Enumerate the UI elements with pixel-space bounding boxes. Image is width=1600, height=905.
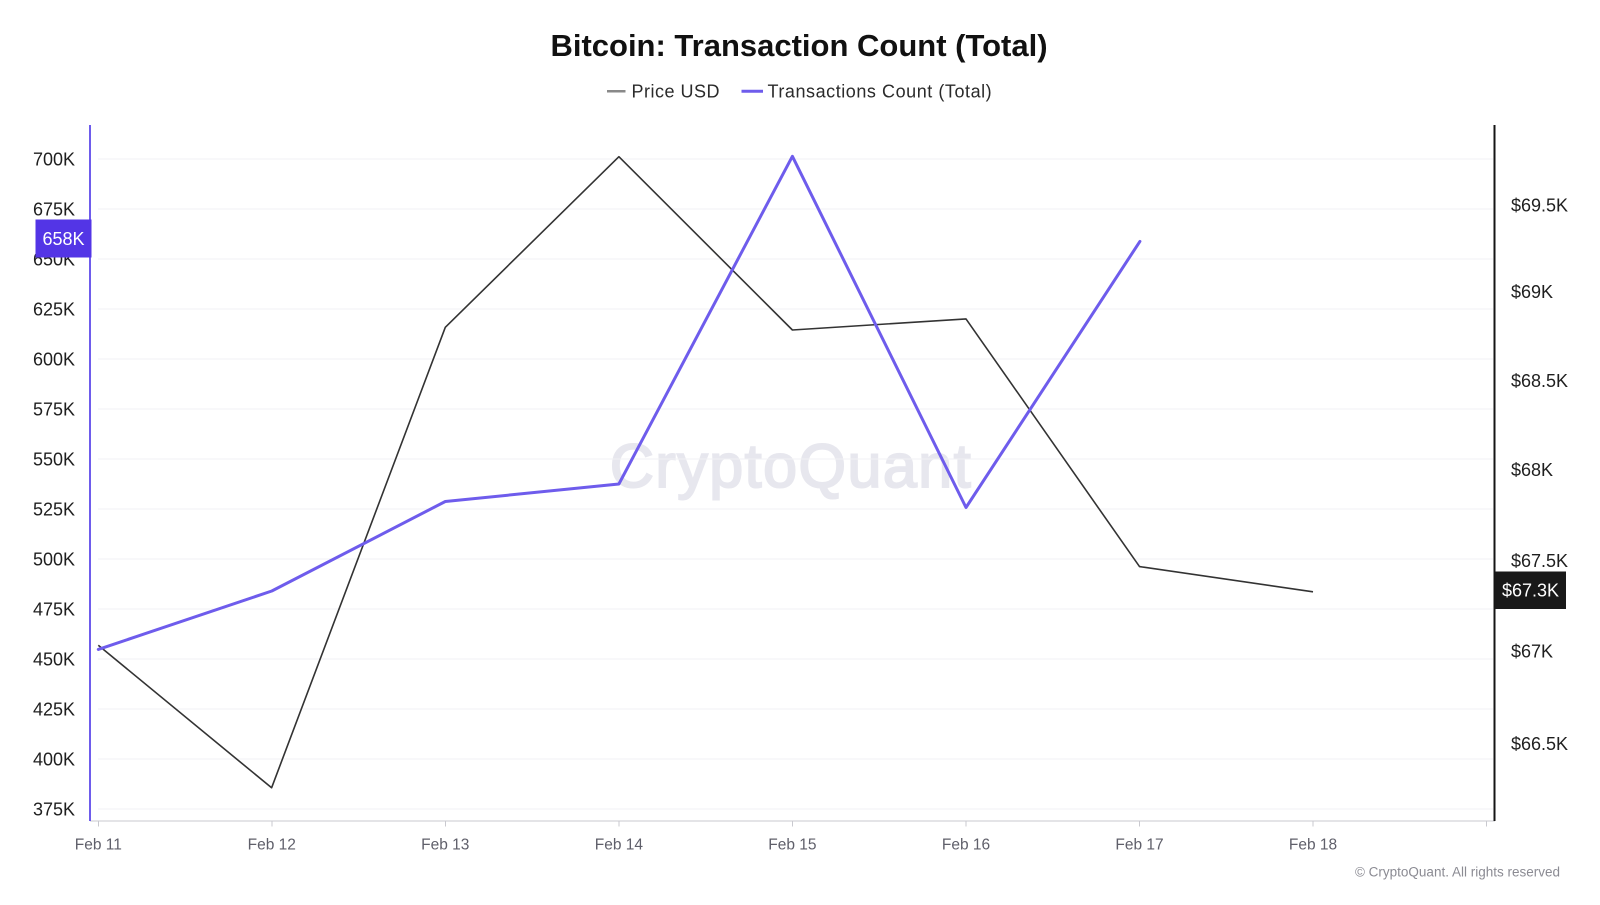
svg-text:Feb 16: Feb 16 [942, 837, 990, 854]
svg-text:$66.5K: $66.5K [1511, 734, 1568, 754]
svg-text:$67.5K: $67.5K [1511, 551, 1568, 571]
svg-text:625K: 625K [33, 299, 75, 319]
svg-text:Feb 14: Feb 14 [595, 837, 644, 854]
svg-text:Feb 11: Feb 11 [75, 837, 122, 854]
svg-text:Bitcoin: Transaction Count (To: Bitcoin: Transaction Count (Total) [550, 28, 1047, 63]
svg-text:500K: 500K [33, 549, 75, 569]
svg-text:© CryptoQuant. All rights rese: © CryptoQuant. All rights reserved [1355, 865, 1560, 880]
svg-text:CryptoQuant: CryptoQuant [610, 432, 972, 500]
svg-text:$69K: $69K [1511, 282, 1553, 302]
svg-text:550K: 550K [33, 449, 75, 469]
svg-text:$69.5K: $69.5K [1511, 196, 1568, 216]
svg-text:Transactions Count (Total): Transactions Count (Total) [768, 82, 993, 102]
svg-text:$67.3K: $67.3K [1502, 581, 1559, 601]
svg-text:575K: 575K [33, 399, 75, 419]
svg-text:475K: 475K [33, 599, 75, 619]
svg-text:Feb 18: Feb 18 [1289, 837, 1337, 854]
svg-text:Feb 12: Feb 12 [248, 837, 296, 854]
svg-text:Price USD: Price USD [632, 82, 721, 102]
svg-text:450K: 450K [33, 649, 75, 669]
svg-text:Feb 13: Feb 13 [421, 837, 469, 854]
svg-text:700K: 700K [33, 149, 75, 169]
svg-text:525K: 525K [33, 499, 75, 519]
svg-text:375K: 375K [33, 799, 75, 819]
svg-text:Feb 15: Feb 15 [768, 837, 816, 854]
svg-text:425K: 425K [33, 699, 75, 719]
svg-text:Feb 17: Feb 17 [1115, 837, 1163, 854]
svg-text:600K: 600K [33, 349, 75, 369]
svg-text:$68.5K: $68.5K [1511, 371, 1568, 391]
svg-text:$68K: $68K [1511, 460, 1553, 480]
svg-text:400K: 400K [33, 749, 75, 769]
svg-text:$67K: $67K [1511, 642, 1553, 662]
svg-text:675K: 675K [33, 199, 75, 219]
svg-text:658K: 658K [42, 229, 84, 249]
